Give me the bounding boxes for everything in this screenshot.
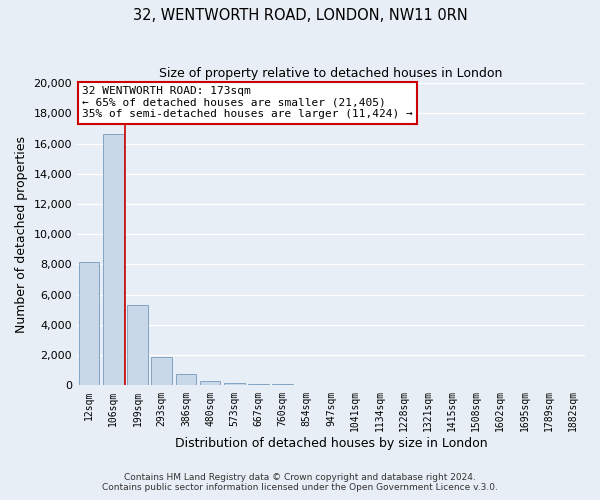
Text: 32, WENTWORTH ROAD, LONDON, NW11 0RN: 32, WENTWORTH ROAD, LONDON, NW11 0RN <box>133 8 467 22</box>
Text: 32 WENTWORTH ROAD: 173sqm
← 65% of detached houses are smaller (21,405)
35% of s: 32 WENTWORTH ROAD: 173sqm ← 65% of detac… <box>82 86 413 120</box>
Title: Size of property relative to detached houses in London: Size of property relative to detached ho… <box>160 68 503 80</box>
Bar <box>248 384 269 386</box>
Bar <box>272 384 293 386</box>
Bar <box>79 262 100 386</box>
Text: Contains HM Land Registry data © Crown copyright and database right 2024.
Contai: Contains HM Land Registry data © Crown c… <box>102 473 498 492</box>
Bar <box>127 306 148 386</box>
Y-axis label: Number of detached properties: Number of detached properties <box>15 136 28 333</box>
Bar <box>103 134 124 386</box>
Bar <box>200 381 220 386</box>
Bar <box>151 358 172 386</box>
X-axis label: Distribution of detached houses by size in London: Distribution of detached houses by size … <box>175 437 487 450</box>
Bar <box>296 384 317 386</box>
Bar <box>176 374 196 386</box>
Bar <box>224 383 245 386</box>
